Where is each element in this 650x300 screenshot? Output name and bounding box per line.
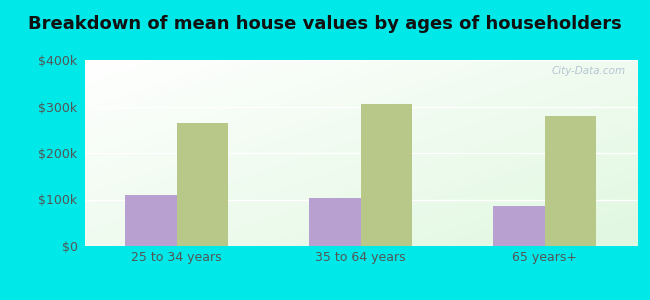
Bar [493,206,545,246]
Bar [309,198,361,246]
Text: City-Data.com: City-Data.com [552,66,626,76]
Bar [361,104,412,246]
Bar [177,123,228,246]
Text: Breakdown of mean house values by ages of householders: Breakdown of mean house values by ages o… [28,15,622,33]
Bar [545,116,597,246]
Bar [125,195,177,246]
